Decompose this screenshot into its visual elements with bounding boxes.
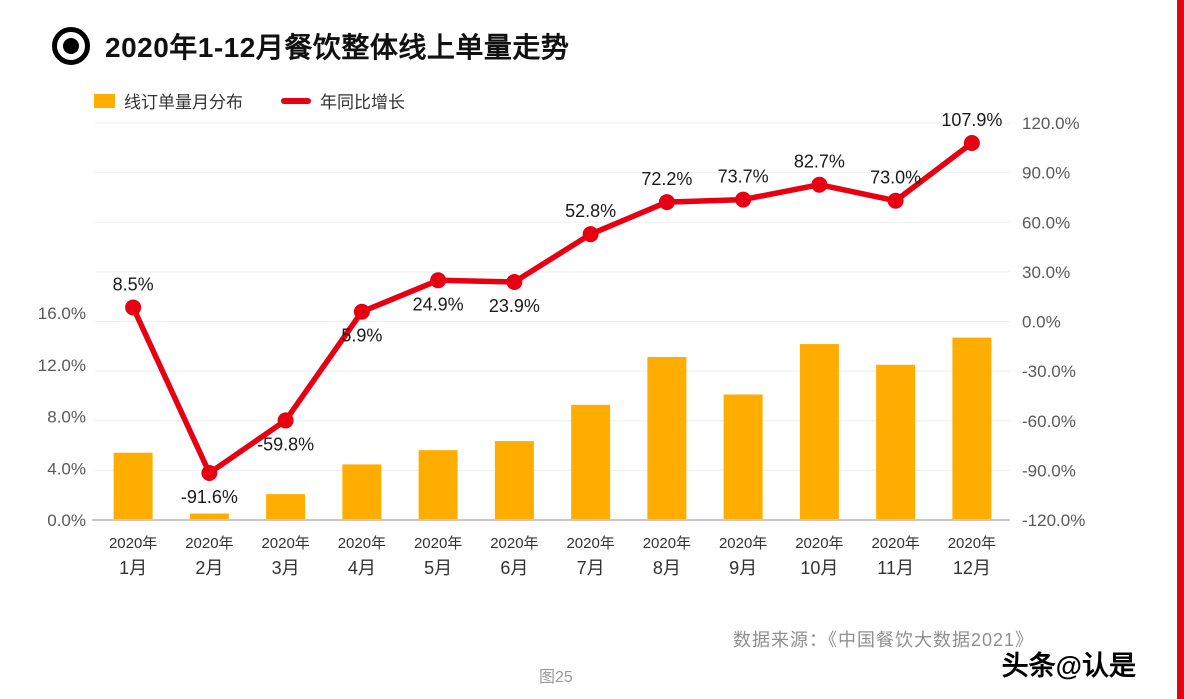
line-value-label: 73.0% <box>870 168 921 188</box>
left-axis-tick: 16.0% <box>38 304 86 323</box>
line-value-label: 24.9% <box>413 294 464 314</box>
growth-marker-11 <box>887 192 904 209</box>
growth-marker-3 <box>277 412 294 429</box>
bullseye-icon <box>52 27 90 65</box>
chart-header: 2020年1-12月餐饮整体线上单量走势 <box>52 26 569 66</box>
figure-number-label: 图25 <box>539 669 573 686</box>
x-axis-label: 2020年 3月 <box>261 535 309 578</box>
growth-marker-4 <box>353 303 370 320</box>
x-axis-label: 2020年 11月 <box>871 535 919 578</box>
bar-12 <box>952 337 992 520</box>
right-axis-tick: 60.0% <box>1022 213 1070 232</box>
page-title: 2020年1-12月餐饮整体线上单量走势 <box>105 32 570 63</box>
line-value-label: 107.9% <box>941 110 1002 130</box>
bar-7 <box>571 404 611 520</box>
growth-marker-7 <box>582 226 599 243</box>
line-legend-swatch <box>281 97 311 104</box>
bar-5 <box>418 450 458 520</box>
bar-1 <box>113 452 153 520</box>
watermark-text: 头条@认是 <box>1001 651 1136 681</box>
bar-4 <box>342 464 382 520</box>
right-axis-tick: -90.0% <box>1022 461 1076 480</box>
bar-8 <box>647 356 687 520</box>
legend-item-bars: 线订单量月分布 <box>94 88 243 113</box>
growth-marker-6 <box>506 273 523 290</box>
right-edge-strip <box>1177 0 1184 699</box>
x-axis-label: 2020年 12月 <box>948 535 996 578</box>
x-axis-label: 2020年 9月 <box>719 535 767 578</box>
x-axis-label: 2020年 1月 <box>109 535 157 578</box>
legend: 线订单量月分布 年同比增长 <box>94 88 405 113</box>
line-value-label: -91.6% <box>181 487 238 507</box>
line-value-label: -59.8% <box>257 434 314 454</box>
line-legend-label: 年同比增长 <box>320 93 405 112</box>
bar-3 <box>266 494 306 520</box>
line-value-label: 73.7% <box>718 167 769 187</box>
left-axis-tick: 8.0% <box>47 408 86 427</box>
bar-2 <box>189 513 229 520</box>
growth-marker-1 <box>125 299 142 316</box>
growth-marker-5 <box>430 272 447 289</box>
x-axis-label: 2020年 6月 <box>490 535 538 578</box>
left-axis-tick: 4.0% <box>47 459 86 478</box>
x-axis-label: 2020年 5月 <box>414 535 462 578</box>
bar-legend-label: 线订单量月分布 <box>124 93 243 112</box>
right-axis-tick: -120.0% <box>1022 511 1085 530</box>
left-axis-tick: 12.0% <box>38 356 86 375</box>
x-axis-label: 2020年 7月 <box>566 535 614 578</box>
line-value-label: 82.7% <box>794 152 845 172</box>
right-axis-tick: -60.0% <box>1022 412 1076 431</box>
right-axis-tick: 0.0% <box>1022 313 1061 332</box>
line-value-label: 52.8% <box>565 201 616 221</box>
line-value-label: 5.9% <box>341 326 382 346</box>
bar-11 <box>876 364 916 520</box>
growth-marker-2 <box>201 465 218 482</box>
x-axis-label: 2020年 10月 <box>795 535 843 578</box>
right-axis-tick: 30.0% <box>1022 263 1070 282</box>
bar-legend-swatch <box>94 93 115 108</box>
growth-marker-12 <box>963 135 980 152</box>
bar-9 <box>723 394 763 520</box>
line-value-label: 72.2% <box>641 169 692 189</box>
data-source-text: 数据来源：《中国餐饮大数据2021》 <box>733 630 1035 650</box>
line-value-label: 8.5% <box>113 274 154 294</box>
growth-marker-8 <box>658 194 675 211</box>
right-axis-tick: 120.0% <box>1022 114 1080 133</box>
bar-10 <box>799 344 839 520</box>
x-axis-label: 2020年 2月 <box>185 535 233 578</box>
x-axis-label: 2020年 4月 <box>338 535 386 578</box>
growth-marker-10 <box>811 176 828 193</box>
right-axis-tick: 90.0% <box>1022 164 1070 183</box>
x-axis-label: 2020年 8月 <box>643 535 691 578</box>
legend-item-line: 年同比增长 <box>281 88 405 113</box>
growth-marker-9 <box>735 191 752 208</box>
bar-6 <box>494 441 534 520</box>
right-axis-tick: -30.0% <box>1022 362 1076 381</box>
left-axis-tick: 0.0% <box>47 511 86 530</box>
growth-line <box>130 140 975 476</box>
line-value-label: 23.9% <box>489 296 540 316</box>
